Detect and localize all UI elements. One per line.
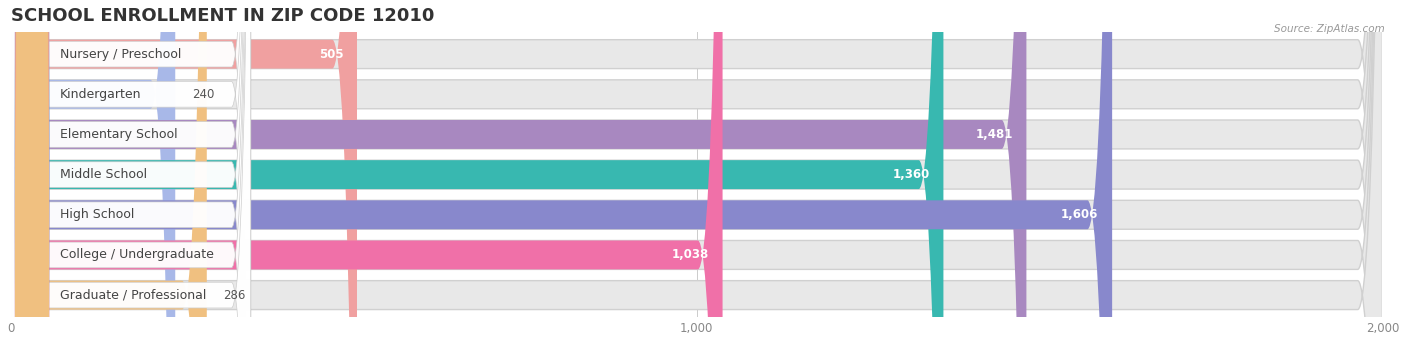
- FancyBboxPatch shape: [11, 0, 207, 342]
- Circle shape: [15, 0, 48, 342]
- FancyBboxPatch shape: [11, 0, 250, 342]
- Text: 505: 505: [319, 48, 343, 61]
- Text: College / Undergraduate: College / Undergraduate: [60, 248, 214, 261]
- Text: Kindergarten: Kindergarten: [60, 88, 142, 101]
- Text: 1,606: 1,606: [1062, 208, 1098, 221]
- FancyBboxPatch shape: [11, 0, 1382, 342]
- FancyBboxPatch shape: [11, 0, 250, 342]
- Circle shape: [15, 0, 48, 342]
- FancyBboxPatch shape: [11, 0, 1382, 342]
- FancyBboxPatch shape: [11, 0, 1382, 342]
- FancyBboxPatch shape: [11, 0, 250, 342]
- FancyBboxPatch shape: [11, 0, 1382, 342]
- Text: Nursery / Preschool: Nursery / Preschool: [60, 48, 181, 61]
- Text: 286: 286: [224, 289, 246, 302]
- Circle shape: [15, 0, 48, 342]
- FancyBboxPatch shape: [11, 0, 1026, 342]
- FancyBboxPatch shape: [11, 0, 943, 342]
- Text: Source: ZipAtlas.com: Source: ZipAtlas.com: [1274, 24, 1385, 34]
- FancyBboxPatch shape: [11, 0, 250, 342]
- FancyBboxPatch shape: [11, 0, 357, 342]
- FancyBboxPatch shape: [11, 0, 250, 342]
- Circle shape: [15, 0, 48, 342]
- FancyBboxPatch shape: [11, 0, 250, 342]
- FancyBboxPatch shape: [11, 0, 723, 342]
- Text: 1,481: 1,481: [976, 128, 1012, 141]
- Circle shape: [15, 0, 48, 342]
- Text: Elementary School: Elementary School: [60, 128, 177, 141]
- Text: SCHOOL ENROLLMENT IN ZIP CODE 12010: SCHOOL ENROLLMENT IN ZIP CODE 12010: [11, 7, 434, 25]
- Text: 1,038: 1,038: [672, 248, 709, 261]
- Text: 1,360: 1,360: [893, 168, 929, 181]
- FancyBboxPatch shape: [11, 0, 1382, 342]
- Circle shape: [15, 0, 48, 342]
- Text: Graduate / Professional: Graduate / Professional: [60, 289, 207, 302]
- Text: 240: 240: [191, 88, 214, 101]
- Text: Middle School: Middle School: [60, 168, 148, 181]
- Circle shape: [15, 0, 48, 342]
- Text: High School: High School: [60, 208, 135, 221]
- FancyBboxPatch shape: [11, 0, 1382, 342]
- FancyBboxPatch shape: [11, 0, 1112, 342]
- FancyBboxPatch shape: [11, 0, 176, 342]
- FancyBboxPatch shape: [11, 0, 250, 342]
- FancyBboxPatch shape: [11, 0, 1382, 342]
